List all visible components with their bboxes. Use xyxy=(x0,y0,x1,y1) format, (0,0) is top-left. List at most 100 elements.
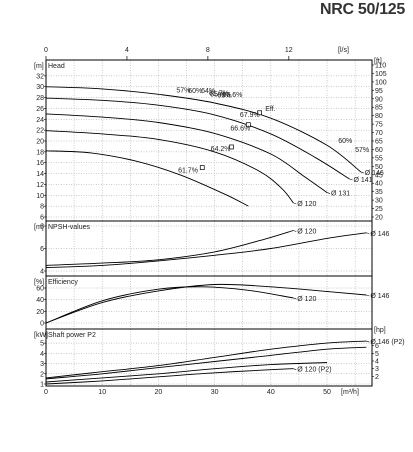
y-tick-label-head: 20 xyxy=(36,139,44,146)
top-x-tick-label: 4 xyxy=(125,47,129,54)
right-tick-label-head: 95 xyxy=(375,88,383,95)
series-label-head: Ø 120 xyxy=(297,201,316,208)
right-tick-label-power: 6 xyxy=(375,343,379,350)
y-unit-npsh: [m] xyxy=(34,224,44,231)
efficiency-label: 57% xyxy=(176,88,190,95)
series-line-power xyxy=(45,346,367,380)
right-unit-head: [ft] xyxy=(374,58,382,65)
bep-marker xyxy=(257,110,262,116)
right-tick-label-head: 60 xyxy=(375,147,383,154)
right-tick-label-head: 100 xyxy=(375,79,387,86)
right-tick-label-power: 3 xyxy=(375,366,379,373)
right-tick-label-head: 105 xyxy=(375,71,387,78)
y-tick-label-power: 4 xyxy=(40,351,44,358)
series-leader-head xyxy=(326,192,331,194)
y-tick-label-head: 18 xyxy=(36,149,44,156)
y-tick-label-head: 32 xyxy=(36,73,44,80)
right-tick-label-head: 75 xyxy=(375,122,383,129)
series-label-npsh: Ø 146 xyxy=(370,231,389,238)
y-tick-label-head: 10 xyxy=(36,193,44,200)
y-tick-label-power: 5 xyxy=(40,341,44,348)
series-line-power xyxy=(45,368,294,385)
y-tick-label-head: 22 xyxy=(36,128,44,135)
y-tick-label-head: 28 xyxy=(36,95,44,102)
bottom-x-tick-label: 20 xyxy=(155,389,163,396)
y-unit-head: [m] xyxy=(34,63,44,70)
bep-marker xyxy=(199,165,205,170)
bottom-x-tick-label: 10 xyxy=(98,389,106,396)
y-tick-label-efficiency: 40 xyxy=(36,297,44,304)
grid-layer xyxy=(46,60,372,386)
series-leader-efficiency xyxy=(293,297,297,300)
top-x-unit: [l/s] xyxy=(338,47,349,54)
y-tick-label-npsh: 4 xyxy=(40,269,44,276)
series-line-npsh xyxy=(45,230,294,266)
series-line-head xyxy=(45,150,249,207)
series-label-head: Ø 141 xyxy=(354,177,373,184)
series-layer xyxy=(45,86,370,385)
efficiency-label: 65% xyxy=(210,91,224,98)
right-tick-label-head: 45 xyxy=(375,172,383,179)
efficiency-label: Eff. xyxy=(265,106,275,113)
right-tick-label-head: 90 xyxy=(375,96,383,103)
series-line-efficiency xyxy=(45,286,294,324)
y-tick-label-head: 8 xyxy=(40,204,44,211)
top-x-tick-label: 0 xyxy=(44,47,48,54)
y-tick-label-head: 26 xyxy=(36,106,44,113)
panel-frame-power xyxy=(45,328,373,387)
y-tick-label-efficiency: 0 xyxy=(40,321,44,328)
series-label-npsh: Ø 120 xyxy=(297,229,316,236)
efficiency-label: 66% xyxy=(217,93,231,100)
y-tick-label-efficiency: 20 xyxy=(36,309,44,316)
top-x-tick-label: 8 xyxy=(206,47,210,54)
right-tick-label-head: 85 xyxy=(375,105,383,112)
y-tick-label-head: 6 xyxy=(40,215,44,222)
series-leader-head xyxy=(349,178,353,181)
series-leader-npsh xyxy=(293,230,297,232)
right-tick-label-power: 4 xyxy=(375,359,379,366)
right-unit-power: [hp] xyxy=(374,327,386,334)
series-label-efficiency: Ø 120 xyxy=(297,296,316,303)
series-line-head xyxy=(45,97,350,180)
series-label-power: Ø 146 (P2) xyxy=(370,339,404,346)
efficiency-label: 66.6% xyxy=(222,92,242,99)
y-unit-efficiency: [%] xyxy=(34,279,44,286)
panel-frame-head xyxy=(45,59,373,222)
right-tick-label-head: 80 xyxy=(375,113,383,120)
bep-marker xyxy=(229,144,234,150)
series-line-npsh xyxy=(45,232,367,269)
y-unit-power: [kW] xyxy=(34,332,48,339)
efficiency-label: 57% xyxy=(355,147,369,154)
series-line-power xyxy=(45,362,328,383)
efficiency-label: 60% xyxy=(188,88,202,95)
series-label-efficiency: Ø 146 xyxy=(370,293,389,300)
panel-label-efficiency: Efficiency xyxy=(48,279,78,286)
y-tick-label-head: 14 xyxy=(36,171,44,178)
efficiency-label: 60% xyxy=(338,138,352,145)
y-tick-label-head: 12 xyxy=(36,182,44,189)
right-tick-label-head: 25 xyxy=(375,206,383,213)
bottom-x-tick-label: 0 xyxy=(44,389,48,396)
series-line-head xyxy=(45,130,294,204)
y-tick-label-head: 30 xyxy=(36,84,44,91)
panel-label-power: Shaft power P2 xyxy=(48,332,96,339)
panel-label-npsh: NPSH-values xyxy=(48,224,91,231)
y-tick-label-npsh: 8 xyxy=(40,224,44,231)
series-line-head xyxy=(45,86,362,173)
series-line-power xyxy=(45,340,367,379)
right-tick-label-head: 70 xyxy=(375,130,383,137)
page-title: NRC 50/125 xyxy=(319,1,405,18)
y-tick-label-npsh: 6 xyxy=(40,246,44,253)
series-line-efficiency xyxy=(45,283,367,324)
series-leader-efficiency xyxy=(366,294,370,297)
title-bar: NRC 50/125 xyxy=(0,0,413,24)
bottom-x-tick-label: 30 xyxy=(211,389,219,396)
series-leader-power xyxy=(366,340,370,343)
right-tick-label-power: 2 xyxy=(375,374,379,381)
series-leader-npsh xyxy=(366,232,370,235)
top-x-tick-label: 12 xyxy=(285,47,293,54)
y-tick-label-head: 24 xyxy=(36,117,44,124)
series-leader-head xyxy=(360,171,364,174)
bottom-x-unit: [m³/h] xyxy=(341,389,359,396)
